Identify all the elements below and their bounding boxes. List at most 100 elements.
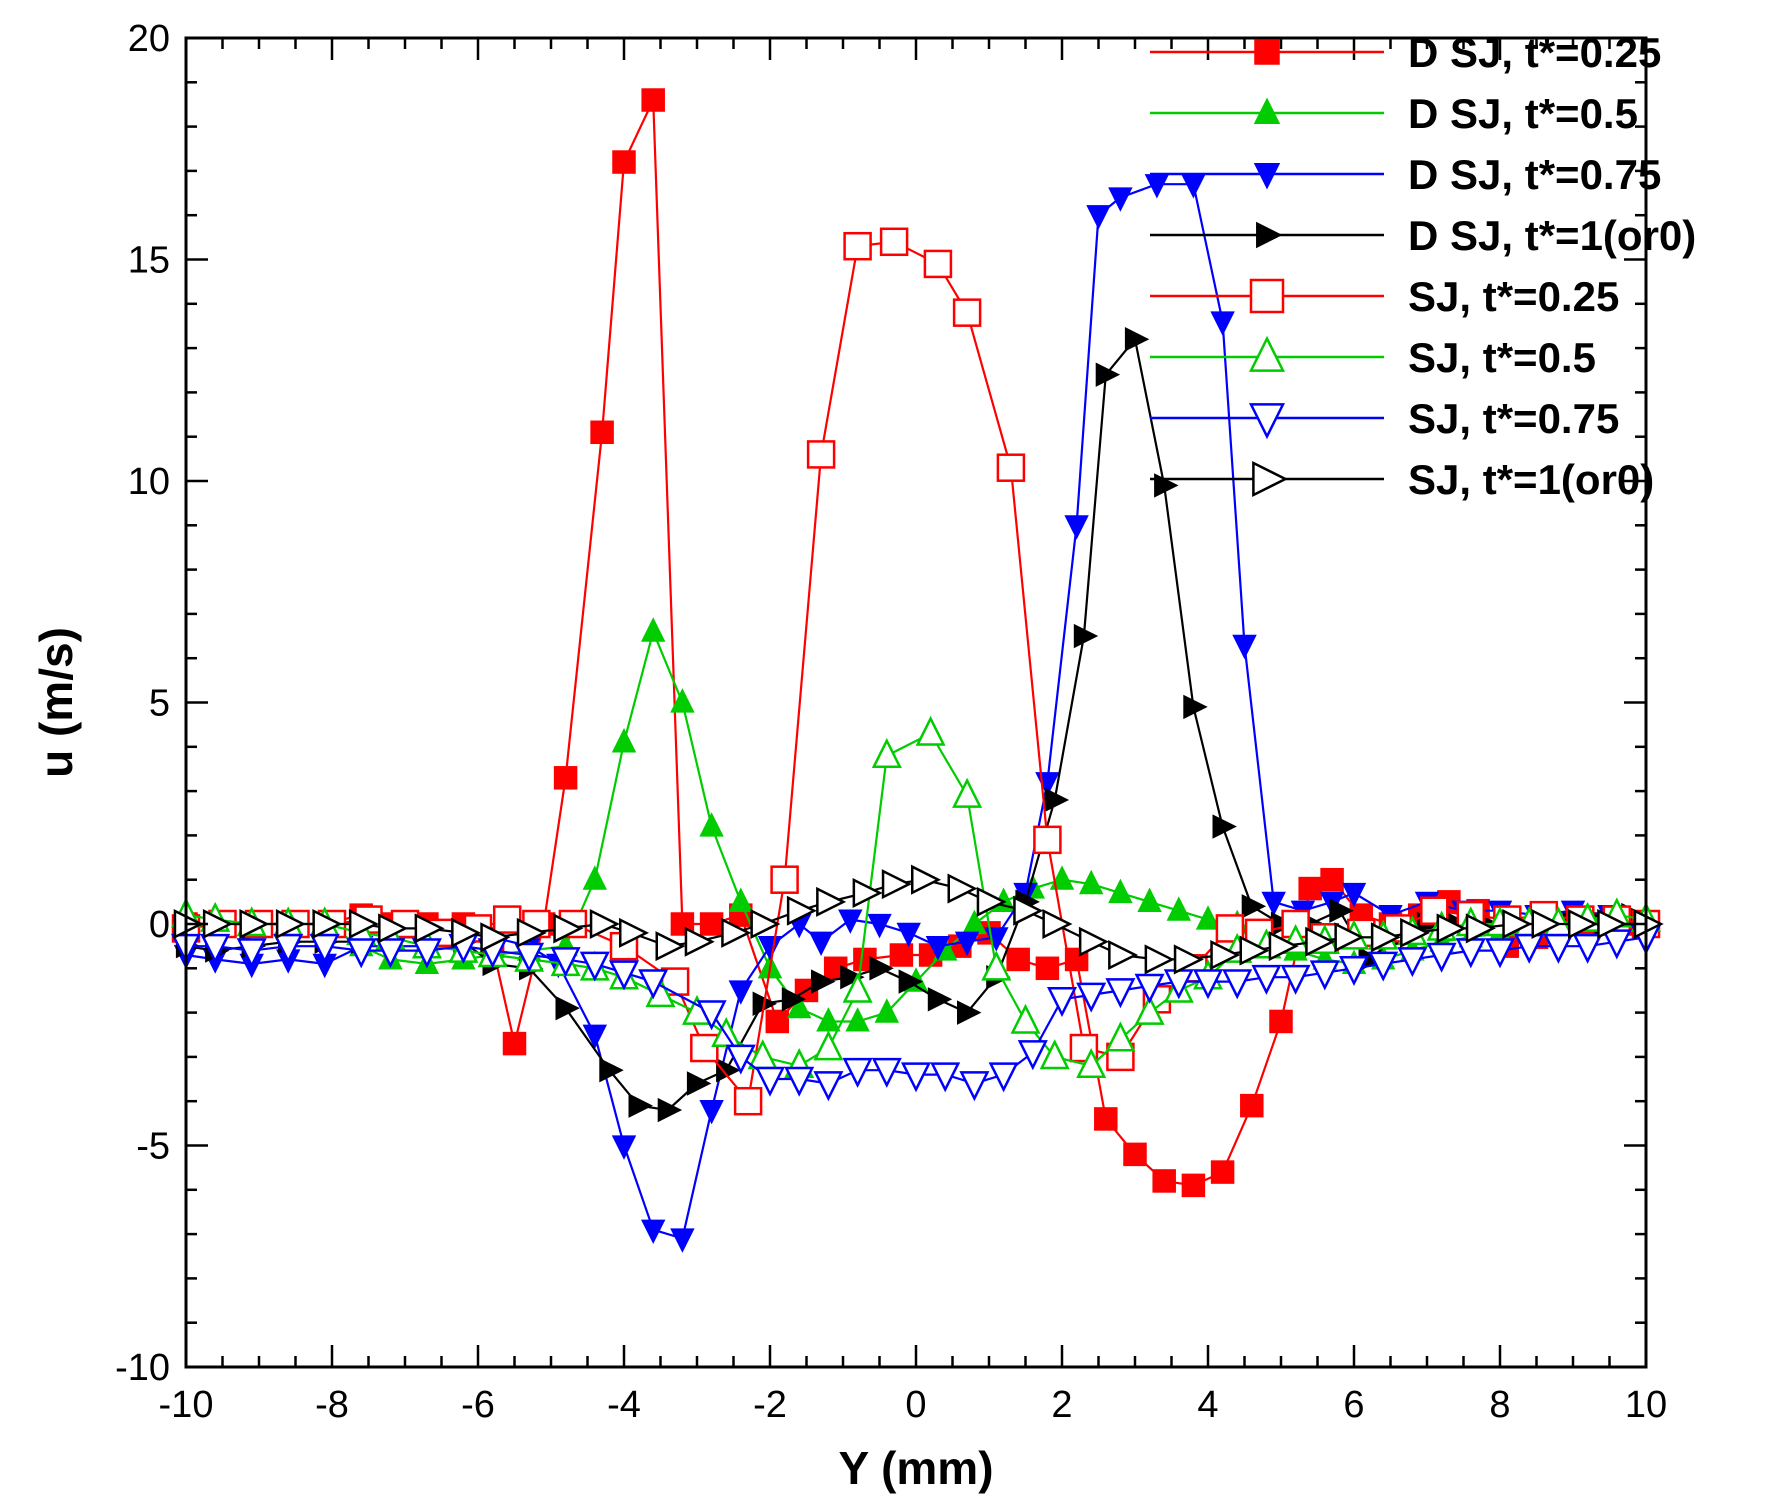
data-point [923,249,953,279]
data-point [1086,205,1111,230]
data-point [725,1044,756,1075]
x-tick-label: -6 [461,1384,495,1426]
data-point [1105,1021,1136,1052]
data-point [879,227,909,257]
data-point [1268,931,1299,962]
series-7 [173,864,1664,975]
data-point [1210,1160,1235,1184]
data-point [1192,969,1224,1000]
data-point [1436,913,1467,944]
data-point [1035,956,1060,981]
data-point [1484,938,1516,969]
y-tick-label: 20 [128,18,170,60]
data-point [889,943,914,967]
x-tick-label: -4 [607,1384,641,1426]
data-point [842,972,873,1003]
data-point [728,887,754,912]
series-6 [170,924,1662,1102]
data-point [1078,926,1109,957]
data-point [590,420,614,445]
data-point [619,917,650,948]
data-point [1320,867,1344,892]
y-tick-label: -10 [115,1347,170,1389]
data-point [1039,1039,1070,1070]
data-point [1397,947,1428,978]
data-point [312,908,343,940]
data-point [816,886,847,917]
data-point [1095,362,1121,387]
data-point [1134,973,1165,1004]
y-tick-label: 15 [128,240,170,282]
legend-label: D SJ, t*=0.25 [1408,29,1661,76]
legend-item: D SJ, t*=0.25 [1150,29,1661,76]
data-point [947,873,978,904]
legend-marker [1248,335,1286,372]
data-point [1108,187,1133,212]
data-point [1240,1093,1264,1118]
data-point [641,88,665,112]
legend-label: SJ, t*=1(or0) [1408,456,1654,503]
data-point [684,926,715,957]
data-point [1251,964,1282,995]
data-point [1046,987,1078,1018]
data-point [925,936,951,961]
data-point [1073,623,1099,649]
data-point [1502,908,1533,940]
data-point [239,908,270,940]
data-point [699,812,724,837]
data-point [1137,887,1162,912]
x-tick-label: 0 [905,1384,926,1426]
data-point [348,908,379,940]
data-point [579,951,610,982]
data-point [765,1009,790,1034]
data-point [842,1057,873,1088]
data-point [309,933,340,964]
legend-marker [1252,460,1289,498]
series-line [186,98,1646,1187]
data-point [550,947,581,978]
data-point [838,909,863,934]
data-point [657,1097,683,1123]
data-point [881,869,912,900]
series-line [185,338,1632,1112]
legend-item: SJ, t*=0.5 [1150,334,1596,381]
legend-label: SJ, t*=0.25 [1408,273,1619,320]
data-point [589,908,620,940]
legend-item: D SJ, t*=0.75 [1150,151,1661,198]
data-point [896,922,921,948]
data-point [867,913,892,939]
data-point [1042,908,1073,940]
legend-item: SJ, t*=0.75 [1150,395,1619,442]
data-point [686,1071,712,1096]
plot-area [170,88,1664,1253]
data-point [582,865,608,890]
legend-item: SJ, t*=1(or0) [1150,456,1654,503]
data-point [840,964,865,990]
y-axis-ticks: -10 -5 0 5 10 15 20 [115,18,1646,1389]
data-point [275,908,306,940]
data-point [451,917,482,948]
data-point [200,933,231,964]
data-point [696,1000,727,1031]
x-tick-label: -2 [753,1384,787,1426]
data-point [757,936,783,961]
x-tick-label: 2 [1051,1384,1072,1426]
legend-label: SJ, t*=0.5 [1408,334,1596,381]
data-point [750,908,781,940]
data-point [608,960,640,991]
data-point [786,993,812,1019]
data-point [996,453,1026,482]
data-point [1239,935,1270,966]
data-point [1013,895,1044,926]
data-point [514,942,545,973]
legend-marker [1253,97,1281,124]
data-point [1033,825,1062,855]
data-point [1269,1009,1293,1034]
data-point [1105,978,1136,1009]
data-point [638,969,669,1000]
data-point [811,969,836,994]
data-point [1044,787,1070,813]
data-point [845,1007,870,1032]
data-point [699,912,724,936]
